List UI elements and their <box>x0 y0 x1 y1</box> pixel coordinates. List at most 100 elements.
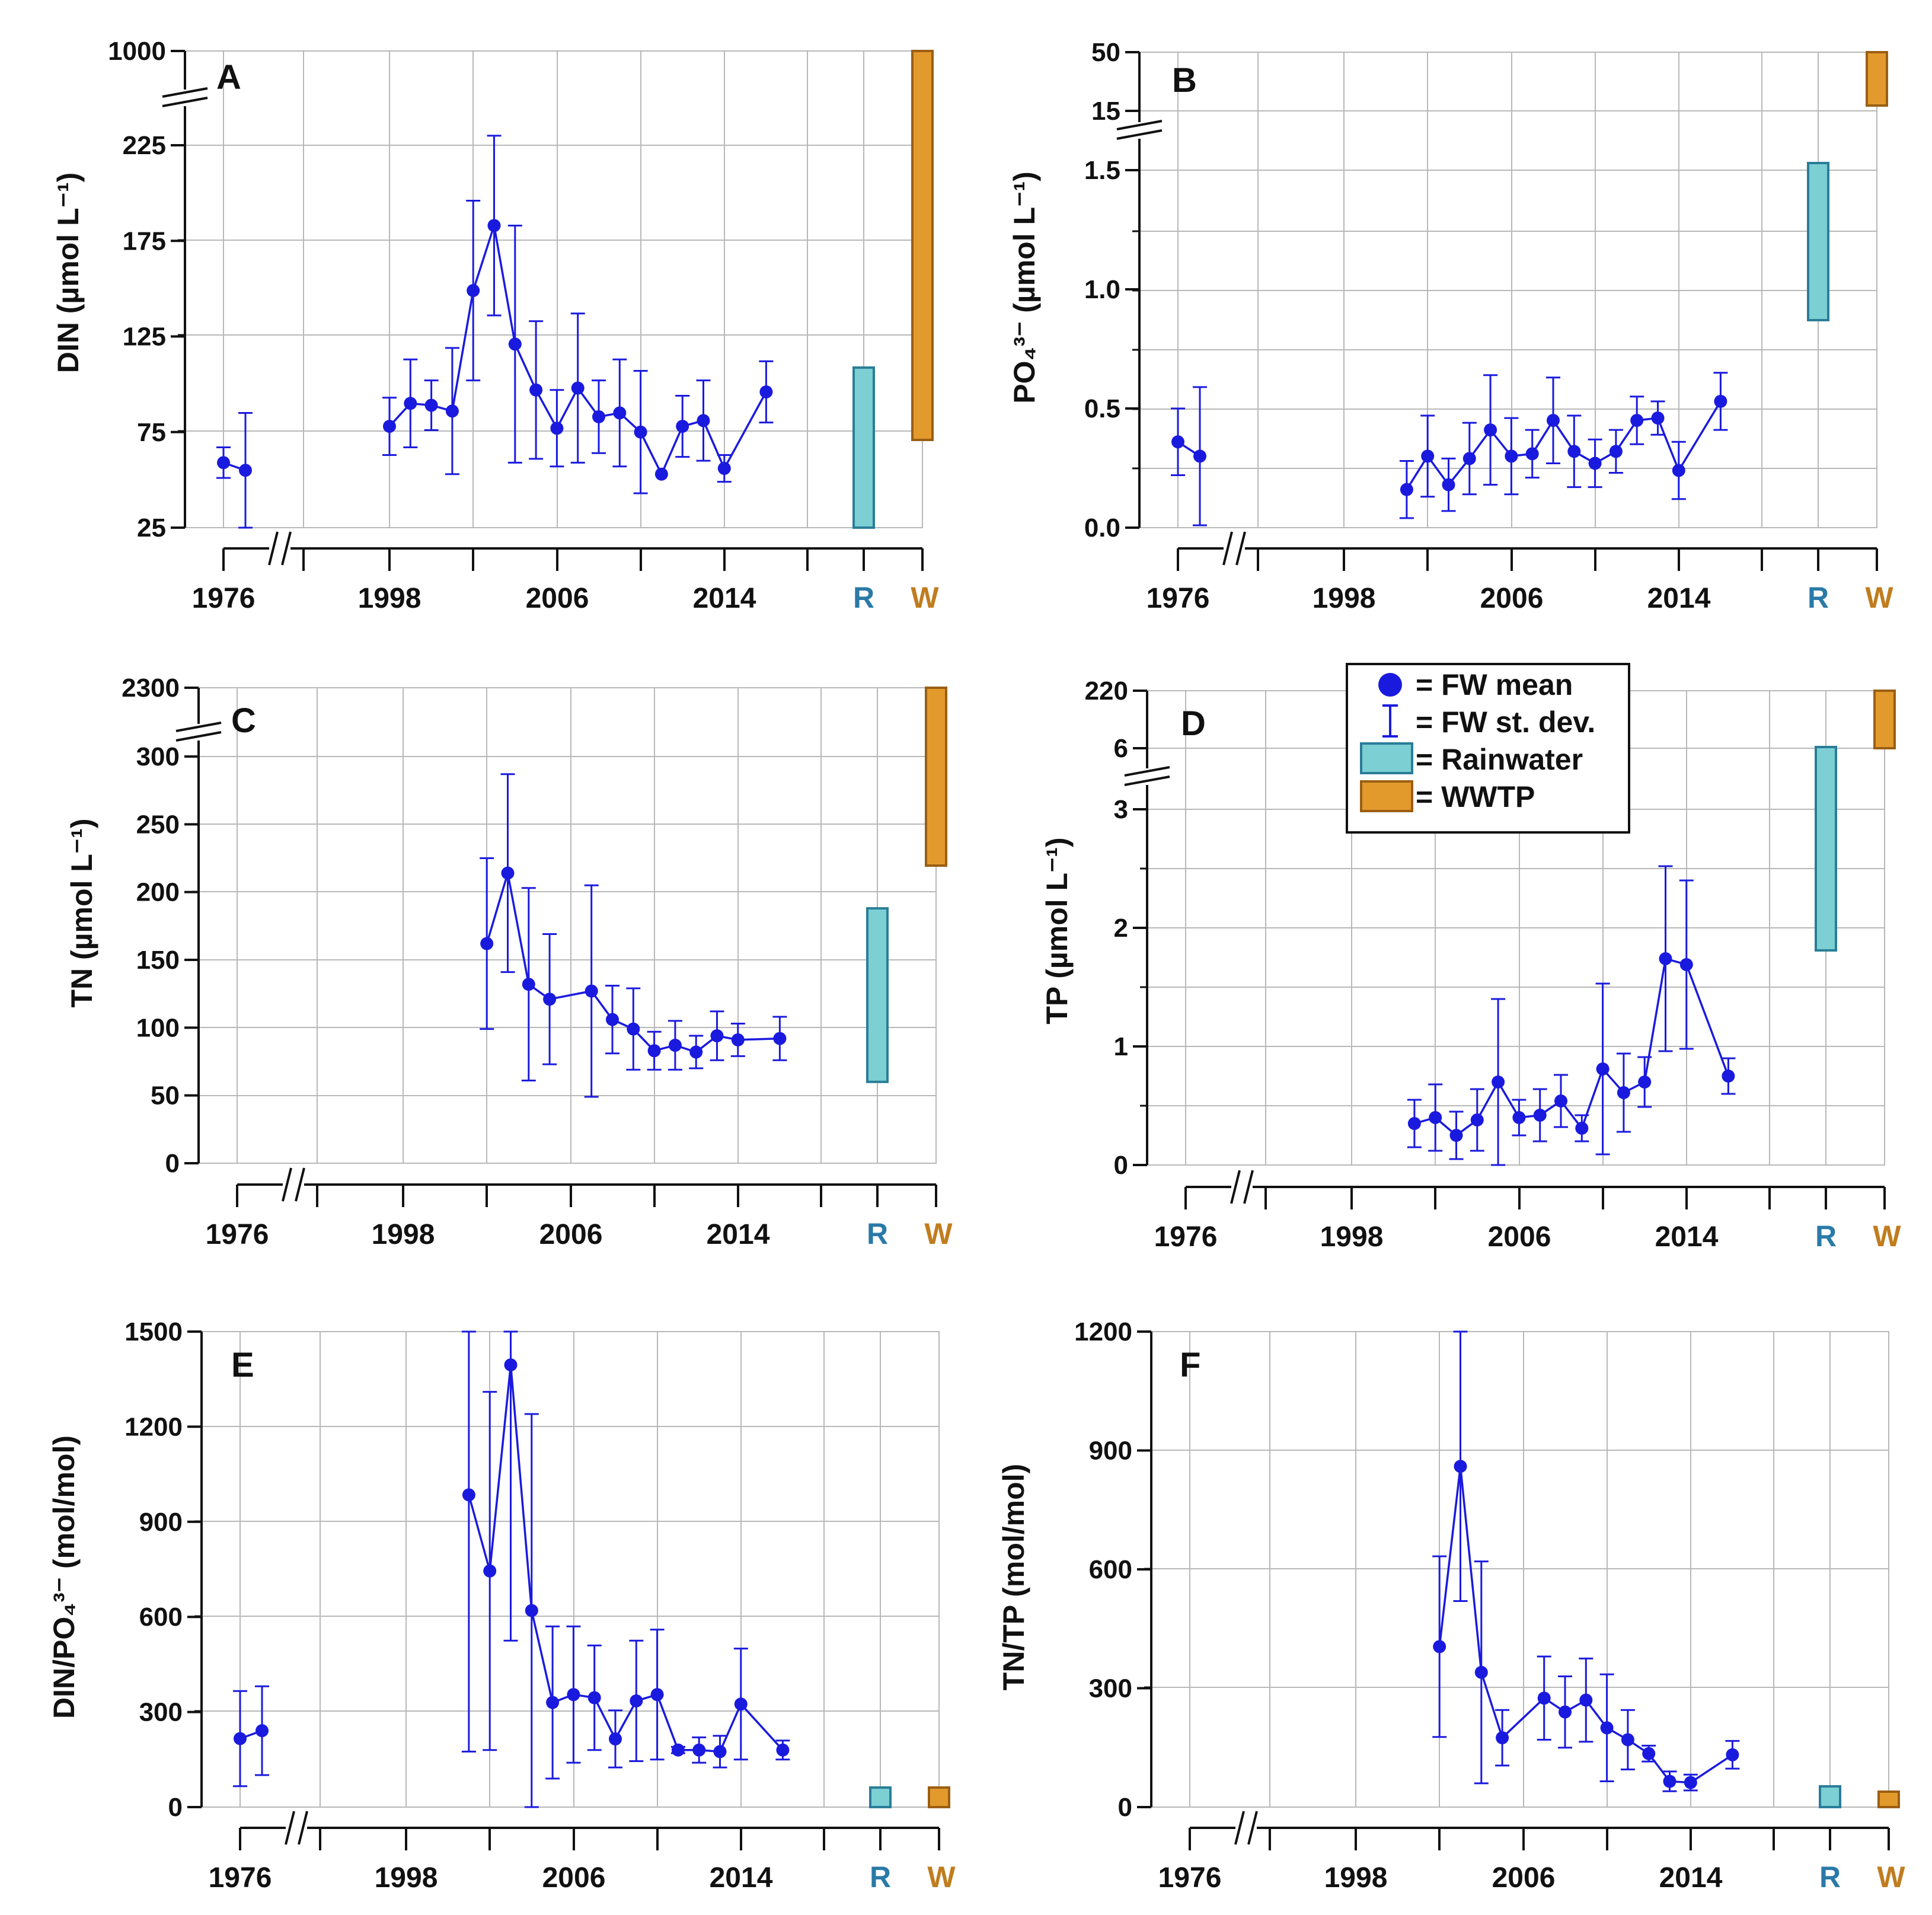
y-axis-title-c: TN (µmol L⁻¹) <box>65 818 98 1007</box>
r-label: R <box>1815 1220 1837 1253</box>
data-point <box>1496 1731 1509 1745</box>
y-tick-label: 0 <box>1114 1151 1128 1180</box>
x-tick-label: 1998 <box>358 583 421 614</box>
x-break-mark <box>268 531 279 566</box>
panel-b-series <box>1171 372 1728 526</box>
data-point <box>445 404 459 418</box>
rainwater-box <box>1815 746 1837 952</box>
x-break-mark <box>1247 1811 1258 1845</box>
wwtp-box <box>1866 51 1888 107</box>
x-break-mark <box>1243 1170 1254 1204</box>
y-tick-label: 100 <box>136 1013 180 1042</box>
data-point <box>1429 1111 1442 1124</box>
y-tick-label: 250 <box>136 810 180 839</box>
data-point <box>647 1044 661 1058</box>
x-tick-label: 1998 <box>372 1219 435 1250</box>
x-break-mark <box>298 1811 308 1845</box>
panel-letter-a: A <box>216 58 241 97</box>
data-point <box>1407 1117 1421 1130</box>
data-point <box>710 1029 724 1043</box>
y-break-mark <box>162 87 208 98</box>
w-label: W <box>911 581 939 614</box>
data-point <box>217 456 230 470</box>
y-break-mark <box>175 731 222 742</box>
panel-a-series <box>216 135 774 529</box>
y-break-mark <box>1124 775 1170 786</box>
wwtp-box <box>928 1786 950 1808</box>
x-break-mark <box>1234 1811 1245 1845</box>
r-label: R <box>853 581 874 614</box>
panel-e: 0 300 600 900 1200 1500 1976 1998 2006 2014 R W E D… <box>47 1317 956 1894</box>
data-point <box>1638 1075 1652 1089</box>
panel-e-axes: 0 300 600 900 1200 1500 1976 1998 2006 2014 R W <box>124 1317 956 1894</box>
data-point <box>585 984 598 998</box>
panel-letter-f: F <box>1180 1346 1200 1384</box>
x-tick-label: 1976 <box>1147 583 1210 614</box>
y-break-tick-label: 220 <box>1085 676 1128 706</box>
panel-letter-e: E <box>231 1346 254 1384</box>
data-point <box>1433 1640 1446 1654</box>
data-point <box>383 420 396 433</box>
data-point <box>487 219 501 232</box>
data-point <box>1726 1748 1739 1761</box>
data-point <box>1567 445 1581 458</box>
data-point <box>1462 452 1476 465</box>
x-tick-label: 1976 <box>206 1219 269 1250</box>
panel-c-series <box>480 773 787 1098</box>
panel-e-series <box>233 1330 790 1808</box>
panel-f-boxes <box>1819 1785 1900 1808</box>
wwtp-box <box>911 50 934 441</box>
legend: = FW mean = FW st. dev. = Rainwater = WW… <box>1346 663 1630 834</box>
data-point <box>776 1743 790 1757</box>
data-point <box>1470 1113 1484 1126</box>
x-break-mark <box>1222 531 1233 566</box>
data-point <box>697 414 710 427</box>
data-point <box>668 1039 682 1052</box>
data-point <box>571 381 585 395</box>
x-tick-label: 2006 <box>539 1219 603 1250</box>
data-point <box>480 937 494 950</box>
y-tick-label: 125 <box>123 323 166 352</box>
r-label: R <box>870 1860 891 1894</box>
panel-c-axes: 0 50 100 150 200 250 300 2300 1976 1998 2006 2014 R W <box>122 674 953 1250</box>
panel-letter-c: C <box>231 701 256 740</box>
data-point <box>1547 414 1560 427</box>
legend-wwtp-label: = WWTP <box>1416 780 1535 813</box>
w-label: W <box>1873 1220 1901 1253</box>
x-tick-label: 2014 <box>1659 1862 1723 1894</box>
data-point <box>1621 1733 1634 1747</box>
data-point <box>1484 423 1497 437</box>
data-point <box>634 425 647 439</box>
x-break-mark <box>1235 531 1246 566</box>
data-point <box>627 1022 640 1036</box>
panel-c: 0 50 100 150 200 250 300 2300 1976 1998 2006 2014 R W… <box>65 674 953 1250</box>
w-label: W <box>924 1217 953 1250</box>
data-point <box>1679 958 1693 971</box>
w-label: W <box>1865 581 1893 614</box>
data-point <box>613 406 627 420</box>
panel-d-boxes <box>1815 690 1896 952</box>
y-tick-label: 1 <box>1114 1032 1128 1061</box>
panel-e-grid <box>201 1331 940 1808</box>
panel-f: 0 300 600 900 1200 1976 1998 2006 2014 R W F TN/TP… <box>997 1317 1905 1894</box>
data-point <box>256 1724 269 1738</box>
y-tick-label: 1.5 <box>1084 156 1120 185</box>
data-point <box>1630 414 1644 427</box>
y-axis-title-e: DIN/PO₄³⁻ (mol/mol) <box>47 1435 81 1719</box>
x-break-mark <box>1230 1170 1241 1204</box>
panel-b: 0.0 0.5 1.0 1.5 15 50 1976 1998 2006 2014 R W B PO₄… <box>1008 38 1893 614</box>
data-point <box>467 284 480 298</box>
y-tick-label: 1200 <box>1074 1317 1132 1346</box>
y-break-tick-label: 6 <box>1114 734 1128 763</box>
y-tick-label: 175 <box>123 226 166 256</box>
x-tick-label: 2006 <box>1480 583 1544 614</box>
plot-frame <box>198 687 937 1164</box>
data-point <box>1474 1665 1488 1679</box>
x-tick-label: 1976 <box>1158 1862 1222 1894</box>
data-point <box>1575 1122 1589 1135</box>
y-tick-label: 2 <box>1114 914 1128 943</box>
data-point <box>1672 464 1685 477</box>
x-tick-label: 2006 <box>1488 1221 1551 1253</box>
data-point <box>1588 457 1602 470</box>
